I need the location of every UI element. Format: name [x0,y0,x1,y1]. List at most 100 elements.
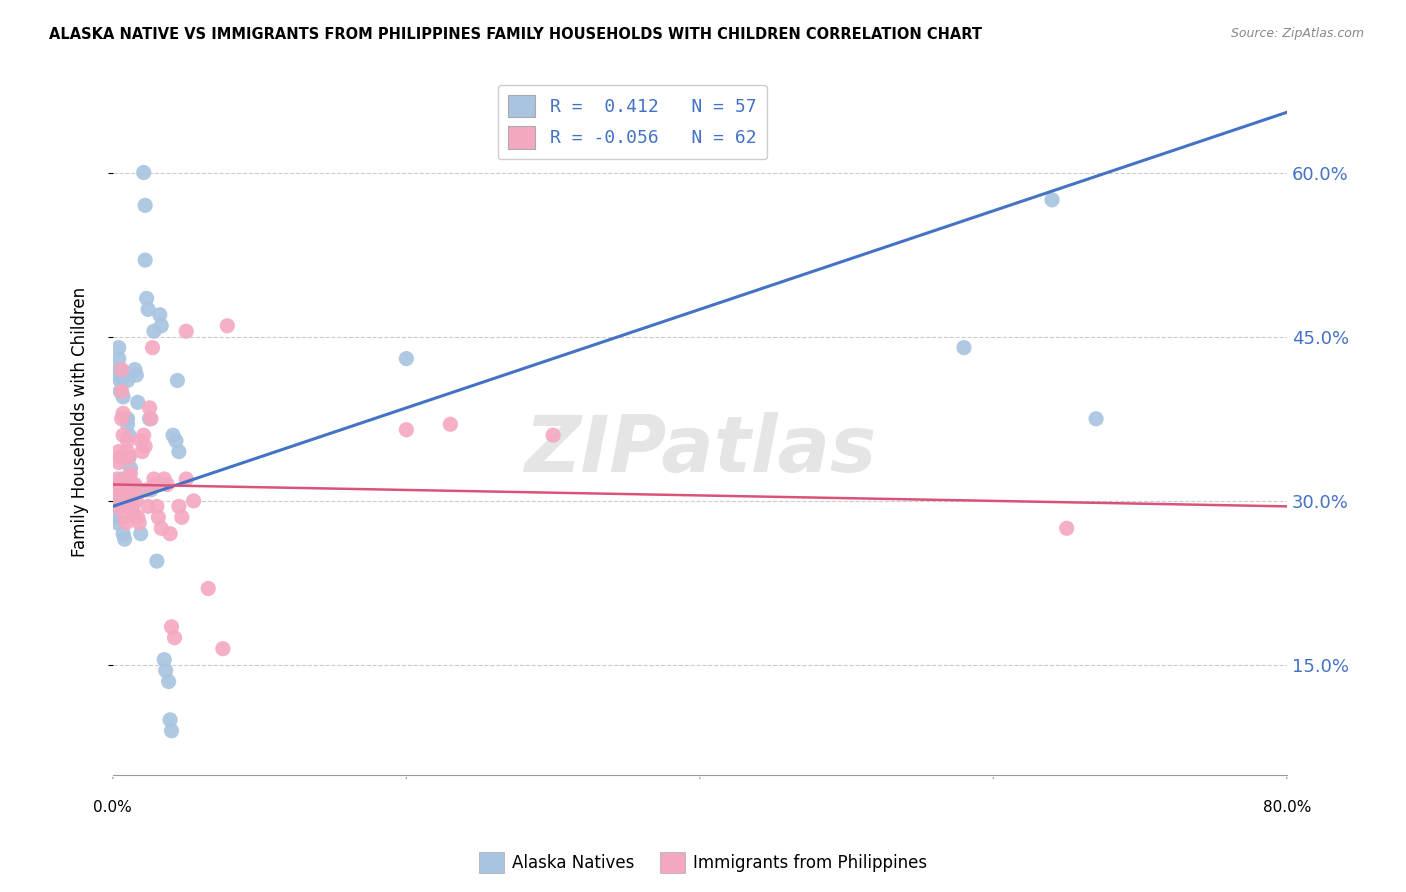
Point [1085,412,1108,426]
Point [174,324,197,338]
Point [112,477,135,491]
Point [117,374,139,388]
Point [174,472,197,486]
Point [165,434,187,448]
Point [118,428,141,442]
Point [127,395,149,409]
Point [117,444,139,458]
Point [121,477,143,491]
Point [127,510,149,524]
Point [115,412,138,426]
Point [153,652,176,666]
Point [139,412,162,426]
Point [134,253,156,268]
Point [134,198,156,212]
Point [138,401,160,415]
Point [103,510,125,524]
Point [105,483,128,497]
Text: 80.0%: 80.0% [1263,799,1310,814]
Point [217,318,239,333]
Point [108,374,131,388]
Point [132,428,155,442]
Point [160,723,183,738]
Point [107,362,129,376]
Point [117,412,139,426]
Point [121,483,143,497]
Point [117,434,139,448]
Point [118,450,141,464]
Point [159,713,181,727]
Point [107,444,129,458]
Text: ALASKA NATIVE VS IMMIGRANTS FROM PHILIPPINES FAMILY HOUSEHOLDS WITH CHILDREN COR: ALASKA NATIVE VS IMMIGRANTS FROM PHILIPP… [49,27,983,42]
Point [103,483,125,497]
Point [141,341,163,355]
Point [132,165,155,179]
Point [170,510,193,524]
Point [107,341,129,355]
Point [115,516,138,530]
Point [1056,521,1078,535]
Point [160,620,183,634]
Legend: Alaska Natives, Immigrants from Philippines: Alaska Natives, Immigrants from Philippi… [472,846,934,880]
Point [139,483,162,497]
Point [111,384,134,399]
Point [121,500,143,514]
Point [153,472,176,486]
Point [120,488,142,502]
Point [135,483,157,497]
Point [953,341,976,355]
Point [145,477,167,491]
Point [121,494,143,508]
Point [395,423,418,437]
Point [159,526,181,541]
Point [125,494,148,508]
Point [120,461,142,475]
Point [157,674,180,689]
Point [118,450,141,464]
Point [395,351,418,366]
Point [108,362,131,376]
Point [150,521,173,535]
Point [128,516,150,530]
Point [120,467,142,481]
Point [111,472,134,486]
Text: ZIPatlas: ZIPatlas [523,412,876,488]
Point [167,444,190,458]
Point [108,450,131,464]
Point [150,318,173,333]
Point [146,500,169,514]
Point [105,472,128,486]
Point [111,412,134,426]
Point [107,368,129,382]
Point [108,384,131,399]
Point [166,374,188,388]
Point [138,412,160,426]
Point [124,362,146,376]
Point [108,488,131,502]
Point [541,428,564,442]
Point [111,362,134,376]
Point [104,500,127,514]
Point [114,510,136,524]
Point [136,500,159,514]
Point [104,500,127,514]
Point [197,582,219,596]
Point [129,434,152,448]
Text: 0.0%: 0.0% [93,799,132,814]
Point [212,641,235,656]
Point [114,500,136,514]
Legend: R =  0.412   N = 57, R = -0.056   N = 62: R = 0.412 N = 57, R = -0.056 N = 62 [498,85,768,160]
Point [146,554,169,568]
Point [104,488,127,502]
Point [156,477,179,491]
Point [118,472,141,486]
Point [128,483,150,497]
Point [111,368,134,382]
Point [122,505,145,519]
Point [1040,193,1063,207]
Point [114,532,136,546]
Point [105,516,128,530]
Point [114,500,136,514]
Point [148,510,170,524]
Point [142,324,165,338]
